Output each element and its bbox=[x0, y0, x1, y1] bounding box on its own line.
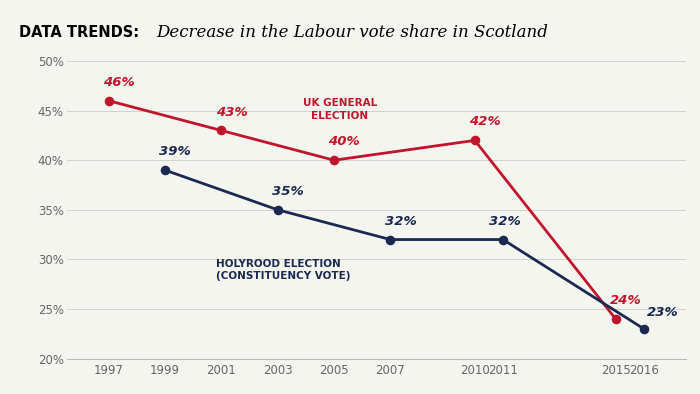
Text: 46%: 46% bbox=[103, 76, 135, 89]
Point bbox=[498, 236, 509, 243]
Text: 43%: 43% bbox=[216, 106, 248, 119]
Text: DATA TRENDS:: DATA TRENDS: bbox=[19, 25, 139, 40]
Point bbox=[216, 127, 227, 134]
Text: 23%: 23% bbox=[647, 306, 678, 319]
Point bbox=[160, 167, 171, 173]
Text: Decrease in the Labour vote share in Scotland: Decrease in the Labour vote share in Sco… bbox=[156, 24, 548, 41]
Point bbox=[385, 236, 396, 243]
Text: 39%: 39% bbox=[160, 145, 191, 158]
Text: 35%: 35% bbox=[272, 185, 304, 198]
Text: UK GENERAL
ELECTION: UK GENERAL ELECTION bbox=[302, 98, 377, 121]
Point bbox=[328, 157, 339, 164]
Text: 42%: 42% bbox=[469, 115, 501, 128]
Text: 32%: 32% bbox=[385, 215, 416, 228]
Text: 24%: 24% bbox=[610, 294, 642, 307]
Point bbox=[610, 316, 621, 322]
Point bbox=[103, 98, 114, 104]
Point bbox=[469, 137, 480, 143]
Point bbox=[638, 325, 650, 332]
Point bbox=[272, 206, 284, 213]
Text: HOLYROOD ELECTION
(CONSTITUENCY VOTE): HOLYROOD ELECTION (CONSTITUENCY VOTE) bbox=[216, 259, 350, 281]
Text: 40%: 40% bbox=[328, 135, 360, 148]
Text: 32%: 32% bbox=[489, 215, 521, 228]
